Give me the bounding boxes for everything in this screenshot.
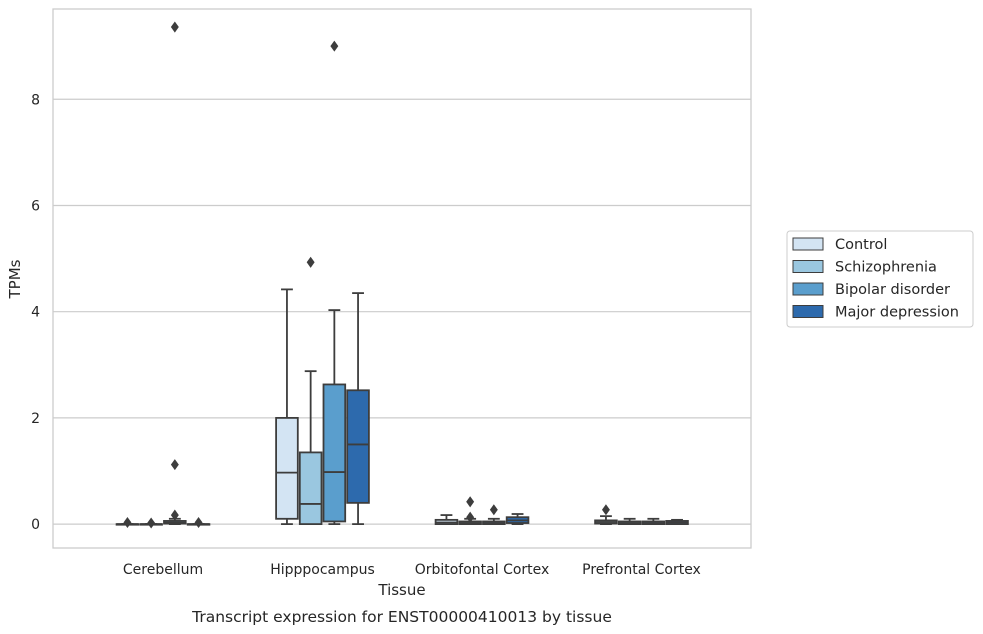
box-0-2 (163, 21, 187, 526)
legend-label: Control (835, 237, 887, 253)
box-1-2 (322, 40, 347, 526)
outlier-point-0 (306, 256, 315, 268)
box-0-0 (115, 516, 140, 529)
box-1-3 (346, 292, 370, 526)
x-tick-label-0: Cerebellum (123, 562, 203, 578)
legend: Control Schizophrenia Bipolar disorder Majo… (786, 230, 974, 328)
box-2-0 (434, 514, 459, 526)
box-groups (115, 21, 689, 529)
box-0-3 (186, 516, 211, 529)
y-tick-label-0: 0 (31, 517, 40, 533)
box-2-1 (458, 496, 482, 526)
box-3-0 (594, 504, 618, 526)
legend-swatch (792, 260, 824, 273)
outlier-point-1 (466, 496, 475, 508)
plot-area-frame (52, 8, 752, 549)
x-tick-label-2: Orbitofontal Cortex (415, 562, 550, 578)
legend-item-2: Bipolar disorder (792, 282, 950, 298)
legend-item-1: Schizophrenia (792, 260, 937, 276)
outlier-point-0 (194, 516, 203, 529)
outlier-point-0 (330, 40, 339, 52)
legend-label: Schizophrenia (835, 260, 937, 276)
box-body (275, 416, 299, 520)
box-0-1 (139, 517, 163, 529)
legend-label: Bipolar disorder (835, 282, 950, 298)
x-tick-label-1: Hipppocampus (270, 562, 375, 578)
x-tick-label-3: Prefrontal Cortex (582, 562, 701, 578)
y-axis-ticks: 0 2 4 6 8 (31, 92, 40, 533)
box-body (346, 389, 370, 504)
box-body (322, 383, 347, 523)
outlier-point-0 (601, 504, 610, 516)
legend-label: Major depression (835, 305, 959, 321)
legend-item-3: Major depression (792, 305, 959, 321)
figure-caption: Transcript expression for ENST0000041001… (191, 608, 612, 626)
box-3-1 (617, 517, 642, 526)
outlier-point-1 (170, 459, 179, 471)
box-2-3 (505, 513, 530, 526)
box-body (298, 451, 323, 526)
y-tick-label-1: 2 (31, 411, 40, 427)
box-1-0 (275, 288, 299, 526)
y-axis-label: TPMs (6, 259, 24, 299)
outlier-point-0 (170, 509, 179, 521)
box-2-2 (482, 504, 506, 526)
x-axis-label: Tissue (377, 581, 425, 599)
legend-item-0: Control (792, 237, 887, 253)
legend-swatch (792, 282, 824, 296)
box-1-1 (298, 256, 323, 526)
outlier-point-0 (147, 517, 156, 529)
outlier-point-0 (466, 511, 475, 523)
y-tick-label-3: 6 (31, 198, 40, 214)
legend-swatch (792, 305, 824, 318)
outlier-point-0 (123, 516, 132, 529)
x-axis-ticks: Cerebellum Hipppocampus Orbitofontal Corte… (123, 562, 701, 578)
box-3-2 (641, 517, 666, 526)
y-tick-label-4: 8 (31, 92, 40, 108)
box-3-3 (665, 518, 689, 526)
outlier-point-2 (170, 21, 179, 33)
y-tick-label-2: 4 (31, 305, 40, 321)
legend-swatch (792, 237, 824, 251)
legend-frame (786, 230, 974, 328)
outlier-point-0 (489, 504, 498, 516)
